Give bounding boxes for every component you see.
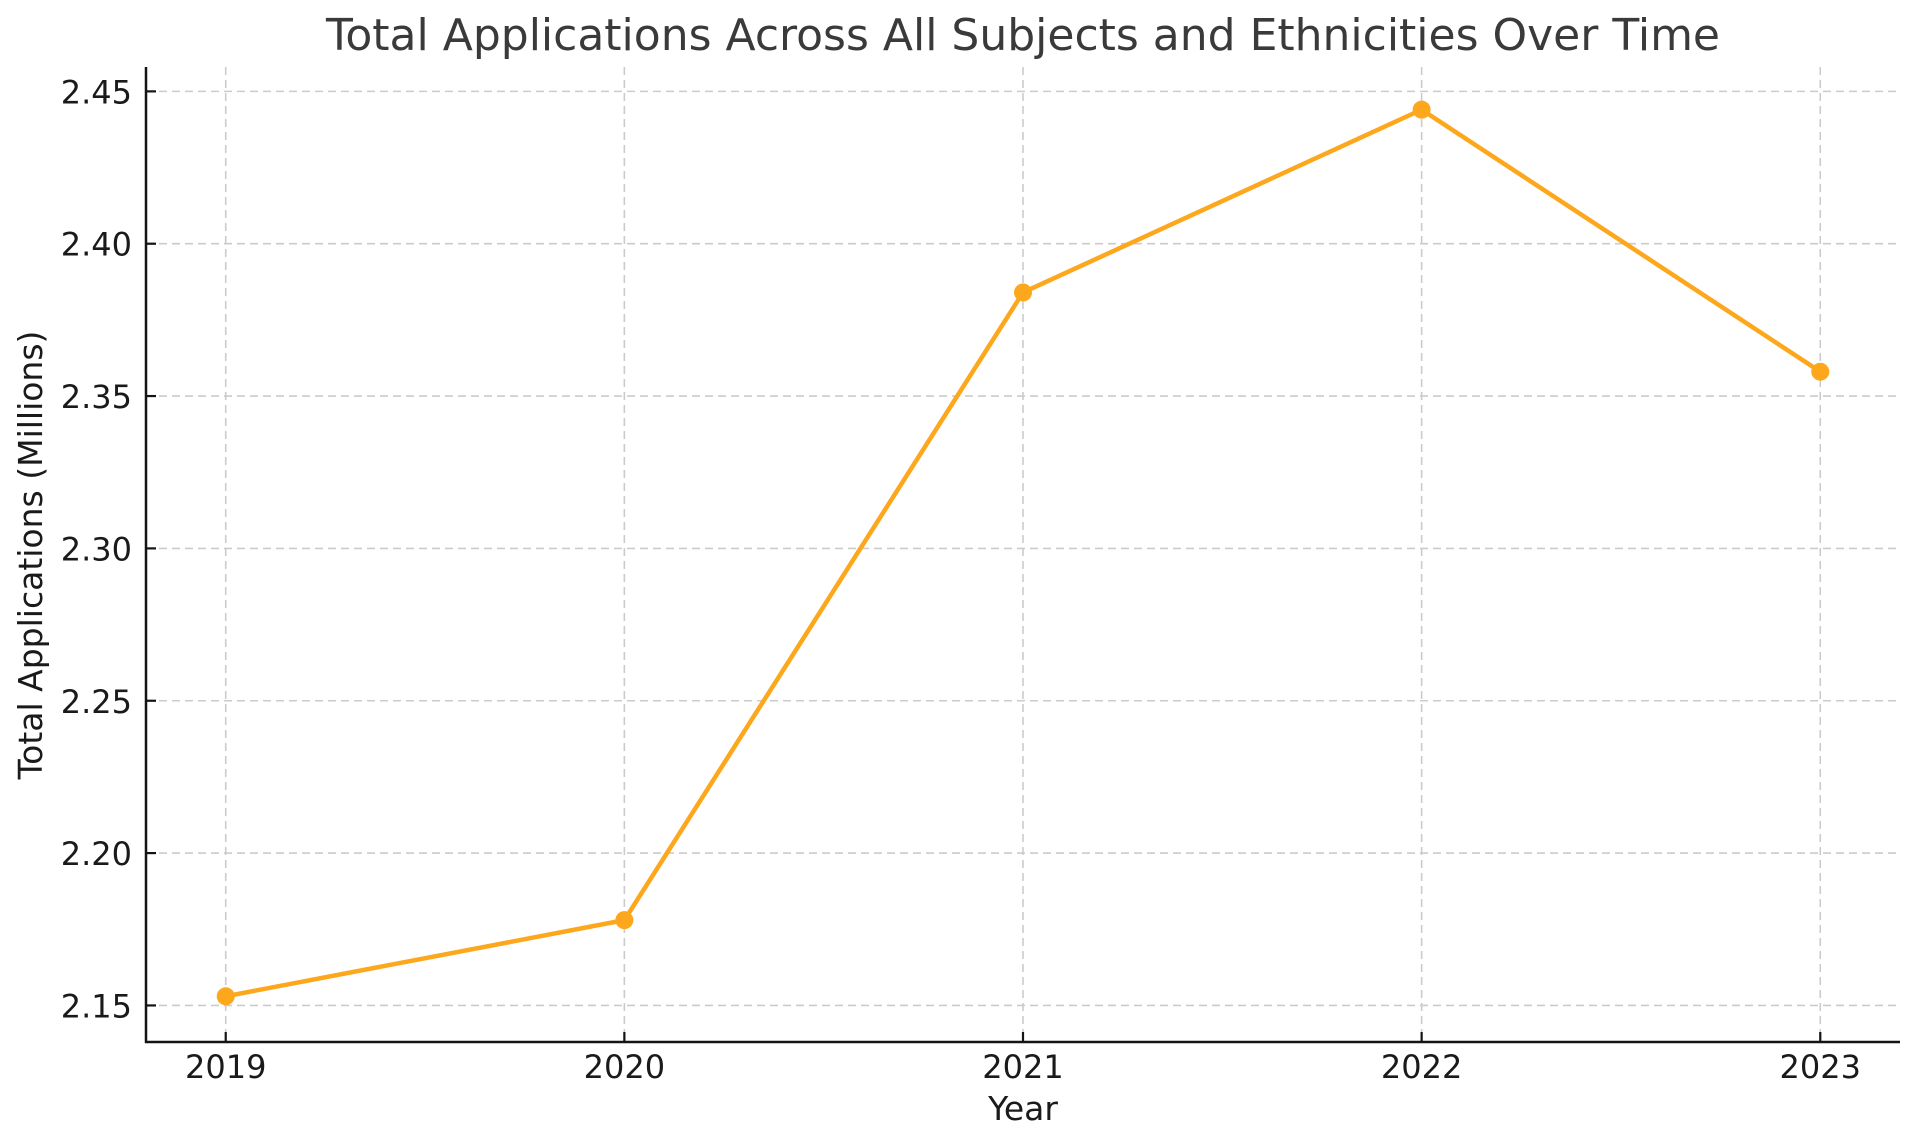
y-tick-label: 2.40 [61, 226, 132, 264]
data-series [216, 100, 1830, 1006]
y-tick-label: 2.20 [61, 835, 132, 873]
y-tick-label: 2.45 [61, 73, 132, 111]
y-tick-label: 2.15 [61, 987, 132, 1025]
x-axis-label: Year [987, 1089, 1058, 1128]
y-tick-label: 2.30 [61, 530, 132, 568]
x-tick-label: 2021 [982, 1048, 1063, 1086]
data-point-marker [216, 987, 235, 1006]
x-tick-label: 2020 [584, 1048, 665, 1086]
x-tick-label: 2022 [1381, 1048, 1462, 1086]
data-point-marker [615, 911, 634, 930]
axis-ticks [146, 90, 1822, 1042]
x-tick-label: 2023 [1780, 1048, 1861, 1086]
x-tick-label: 2019 [185, 1048, 266, 1086]
x-tick-labels: 2019 2020 2021 2022 2023 [185, 1048, 1861, 1086]
y-axis-label: Total Applications (Millions) [11, 331, 50, 781]
y-tick-labels: 2.15 2.20 2.25 2.30 2.35 2.40 2.45 [61, 73, 132, 1025]
data-point-marker [1412, 100, 1431, 119]
data-point-marker [1014, 283, 1032, 302]
y-tick-label: 2.35 [61, 378, 132, 416]
chart-title: Total Applications Across All Subjects a… [325, 10, 1720, 61]
y-tick-label: 2.25 [61, 683, 132, 721]
gridlines [146, 67, 1900, 1042]
data-point-marker [1811, 362, 1830, 381]
